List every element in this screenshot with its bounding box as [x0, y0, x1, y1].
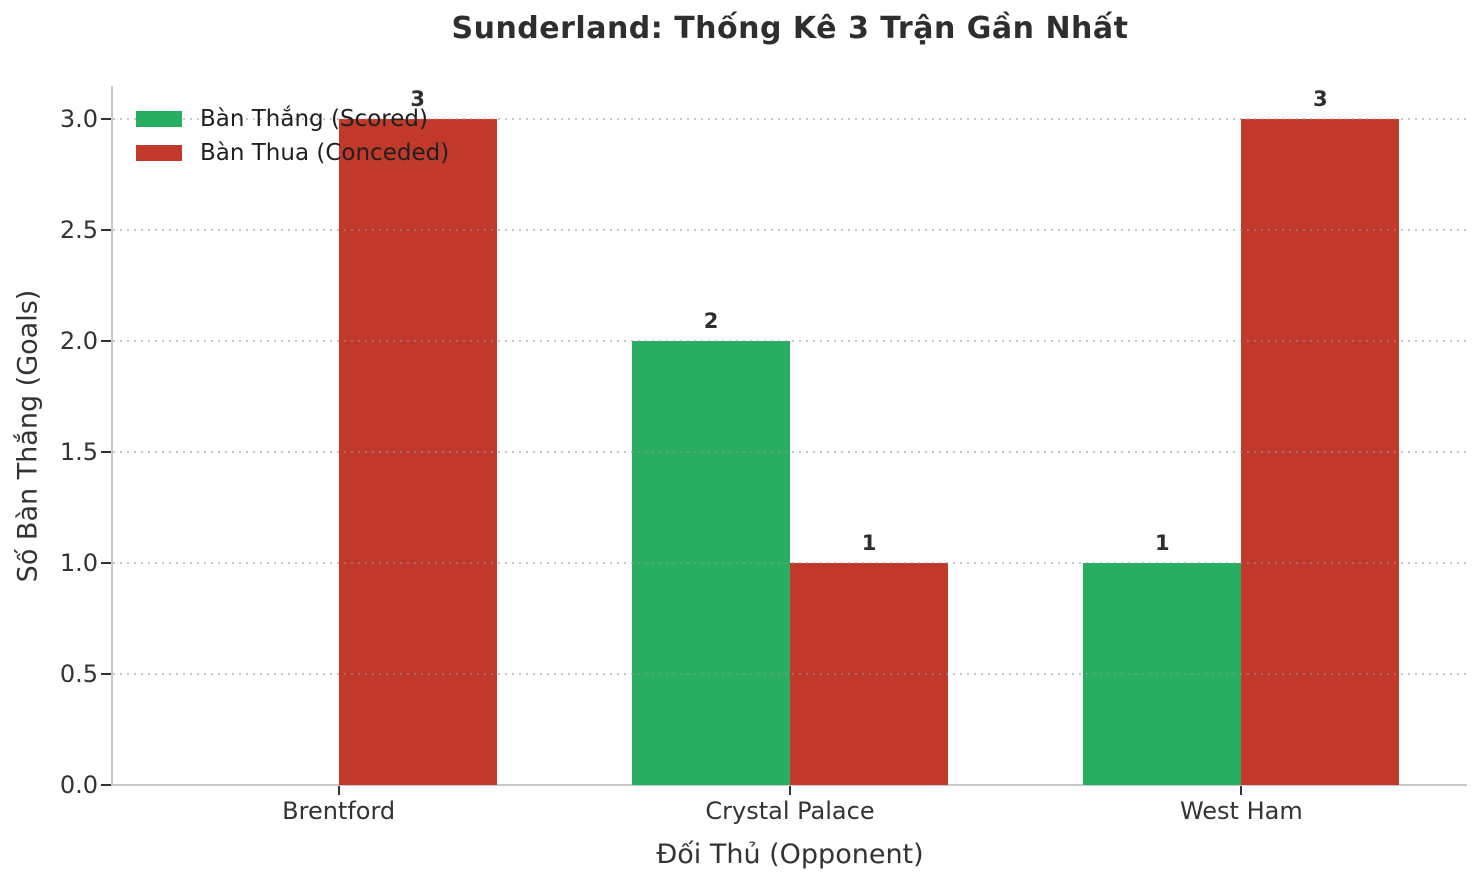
- bar-value-label-conceded-west-ham: 3: [1313, 87, 1328, 111]
- y-gridline: [113, 451, 1467, 453]
- y-tick-label: 3.0: [59, 105, 98, 133]
- x-tick-mark: [789, 786, 791, 795]
- y-tick-label: 1.0: [59, 549, 98, 577]
- y-axis-spine: [111, 86, 113, 786]
- legend-swatch-conceded: [136, 145, 182, 161]
- x-tick-mark: [337, 786, 340, 795]
- legend-label-conceded: Bàn Thua (Conceded): [200, 140, 450, 166]
- y-gridline: [113, 118, 1467, 120]
- legend: Bàn Thắng (Scored) Bàn Thua (Conceded): [136, 102, 449, 170]
- y-tick-mark: [101, 562, 111, 564]
- x-axis-title: Đối Thủ (Opponent): [656, 839, 924, 870]
- y-tick-mark: [101, 673, 111, 675]
- y-gridline: [113, 340, 1467, 342]
- legend-item-conceded: Bàn Thua (Conceded): [136, 136, 449, 170]
- y-tick-mark: [101, 451, 111, 453]
- bar-value-label-conceded-brentford: 3: [410, 87, 425, 111]
- y-gridline: [113, 562, 1467, 564]
- y-tick-mark: [101, 229, 111, 231]
- bar-value-label-scored-crystal-palace: 2: [703, 309, 719, 333]
- bar-value-label-scored-west-ham: 1: [1155, 531, 1170, 555]
- x-tick-label-crystal-palace: Crystal Palace: [705, 797, 875, 825]
- y-tick-label: 2.5: [59, 216, 98, 244]
- legend-label-scored: Bàn Thắng (Scored): [200, 106, 428, 132]
- y-tick-mark: [101, 340, 111, 342]
- y-tick-mark: [101, 784, 111, 786]
- chart-title: Sunderland: Thống Kê 3 Trận Gần Nhất: [451, 11, 1129, 46]
- legend-swatch-scored: [136, 111, 182, 127]
- y-gridline: [113, 673, 1467, 675]
- y-tick-label: 1.5: [59, 438, 98, 466]
- bar-value-label-conceded-crystal-palace: 1: [861, 531, 877, 555]
- y-gridline: [113, 229, 1467, 231]
- x-tick-mark: [1240, 786, 1243, 795]
- y-tick-mark: [101, 118, 111, 120]
- y-tick-label: 0.0: [59, 771, 98, 799]
- x-axis-spine: [111, 784, 1467, 786]
- y-tick-label: 0.5: [59, 660, 98, 688]
- x-tick-label-brentford: Brentford: [282, 797, 396, 825]
- x-tick-label-west-ham: West Ham: [1179, 797, 1303, 825]
- y-tick-label: 2.0: [59, 327, 98, 355]
- legend-item-scored: Bàn Thắng (Scored): [136, 102, 449, 136]
